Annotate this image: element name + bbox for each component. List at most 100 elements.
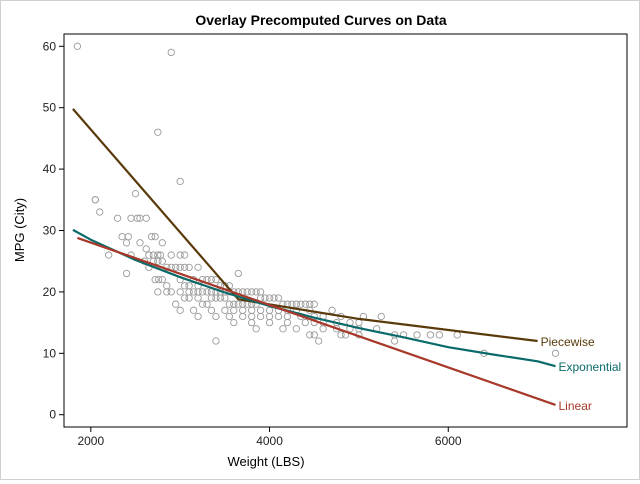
data-point (225, 312, 233, 321)
data-point (239, 312, 247, 321)
data-point (283, 312, 292, 321)
data-point (172, 300, 180, 308)
y-tick-label: 30 (43, 224, 57, 238)
data-point (207, 275, 216, 284)
data-point (265, 312, 274, 321)
data-point (194, 312, 202, 321)
data-point (230, 318, 238, 327)
data-point (136, 239, 144, 247)
data-point (337, 331, 345, 339)
y-tick-label: 60 (43, 39, 57, 53)
data-point (113, 214, 122, 222)
data-point (203, 300, 211, 308)
data-point (198, 300, 207, 308)
data-point (225, 300, 233, 308)
data-point (279, 325, 287, 333)
data-point (194, 263, 202, 271)
data-point (248, 312, 256, 321)
data-point (158, 257, 166, 265)
data-point (252, 325, 260, 333)
y-axis-label: MPG (City) (12, 198, 27, 262)
data-point (176, 251, 184, 259)
data-point (265, 306, 274, 314)
data-point (151, 275, 159, 284)
data-point (154, 128, 162, 136)
y-tick-label: 20 (43, 285, 57, 299)
data-point (551, 349, 560, 357)
linear-label: Linear (559, 399, 592, 413)
data-point (216, 294, 225, 302)
data-point (265, 294, 274, 302)
data-point (301, 300, 309, 308)
data-point (212, 275, 220, 284)
data-point (265, 318, 274, 327)
data-point (283, 318, 292, 327)
data-point (315, 337, 323, 345)
data-point (292, 325, 300, 333)
data-point (145, 251, 153, 259)
data-point (133, 214, 141, 222)
x-tick-label: 6000 (435, 434, 462, 448)
data-point (142, 214, 150, 222)
data-point (234, 269, 242, 278)
data-point (203, 288, 211, 296)
data-point (453, 331, 461, 339)
data-point (105, 251, 113, 259)
data-point (248, 306, 256, 314)
x-tick-label: 4000 (256, 434, 283, 448)
data-point (310, 300, 318, 308)
data-point (185, 263, 193, 271)
x-axis-label: Weight (LBS) (227, 454, 304, 469)
piecewise-curve (72, 108, 538, 343)
data-point (234, 300, 242, 308)
data-point (185, 282, 193, 290)
data-point (180, 251, 189, 259)
data-point (176, 263, 184, 271)
data-point (426, 331, 435, 339)
data-point (122, 269, 131, 278)
data-point (147, 232, 156, 241)
data-point (274, 312, 283, 321)
data-point (221, 294, 229, 302)
data-point (73, 42, 82, 50)
data-point (248, 318, 256, 327)
data-point (391, 337, 399, 345)
data-point (131, 190, 140, 198)
data-point (154, 257, 162, 265)
data-point (252, 288, 260, 296)
data-point (270, 294, 278, 302)
data-point (180, 282, 189, 290)
data-point (306, 331, 314, 339)
data-point (198, 288, 207, 296)
exponential-label: Exponential (559, 360, 622, 374)
data-point (189, 288, 198, 296)
data-point (189, 306, 198, 314)
data-point (256, 288, 265, 296)
data-point (377, 312, 385, 321)
data-point (185, 294, 193, 302)
data-point (172, 263, 180, 271)
data-point (124, 232, 132, 241)
data-point (127, 214, 135, 222)
data-point (248, 288, 256, 296)
data-point (221, 306, 229, 314)
data-point (163, 282, 171, 290)
data-point (212, 312, 220, 321)
y-tick-label: 40 (43, 162, 57, 176)
data-point (176, 306, 184, 314)
data-point (435, 331, 443, 339)
data-point (151, 232, 159, 241)
data-point (207, 294, 216, 302)
data-point (261, 294, 269, 302)
data-point (176, 288, 184, 296)
y-tick-label: 0 (49, 408, 56, 422)
data-point (167, 251, 175, 259)
data-point (274, 294, 283, 302)
data-point (122, 239, 131, 247)
data-point (167, 48, 175, 57)
x-tick-label: 2000 (77, 434, 104, 448)
data-point (155, 275, 163, 284)
data-point (154, 288, 162, 296)
data-point (212, 294, 220, 302)
